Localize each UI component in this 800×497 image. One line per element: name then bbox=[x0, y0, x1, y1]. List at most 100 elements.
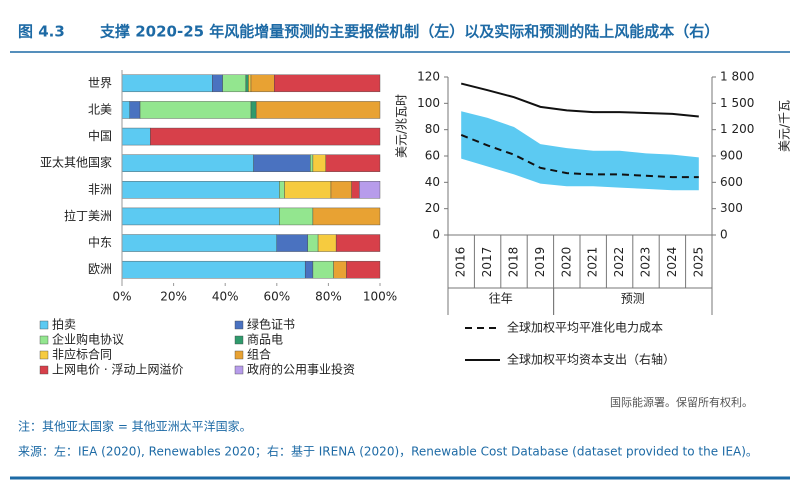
source: 来源：左：IEA (2020), Renewables 2020；右：基于 IR… bbox=[18, 444, 758, 459]
x-tick-label: 20% bbox=[160, 290, 187, 304]
x-tick-label: 2016 bbox=[454, 247, 468, 278]
figure-number: 图 4.3 bbox=[18, 23, 65, 41]
legend-label: 政府的公用事业投资 bbox=[247, 362, 355, 377]
y2-tick-label: 300 bbox=[720, 201, 743, 215]
copyright: 国际能源署。保留所有权利。 bbox=[610, 395, 753, 409]
figure-title: 支撑 2020-25 年风能增量预测的主要报偿机制（左）以及实际和预测的陆上风能… bbox=[99, 23, 719, 41]
bar-segment bbox=[121, 207, 280, 226]
x-tick-label: 2020 bbox=[559, 247, 573, 278]
category-label: 亚太其他国家 bbox=[40, 155, 112, 170]
bar-segment bbox=[312, 260, 334, 279]
bar-segment bbox=[245, 74, 249, 93]
bar-segment bbox=[250, 74, 275, 93]
bar-segment bbox=[222, 74, 247, 93]
y-tick-label: 40 bbox=[425, 175, 440, 189]
y2-tick-label: 600 bbox=[720, 175, 743, 189]
y-tick-label: 0 bbox=[432, 228, 440, 242]
legend-label: 商品电 bbox=[247, 332, 283, 347]
bar-segment bbox=[351, 181, 360, 199]
bar-segment bbox=[274, 74, 381, 93]
bar-segment bbox=[307, 234, 319, 252]
y2-tick-label: 1 800 bbox=[720, 70, 754, 84]
bar-segment bbox=[121, 260, 306, 279]
bar-segment bbox=[255, 101, 381, 119]
legend-swatch bbox=[234, 335, 244, 345]
y2-tick-label: 1 500 bbox=[720, 96, 754, 110]
group-label: 预测 bbox=[621, 292, 645, 306]
y-tick-label: 60 bbox=[425, 149, 440, 163]
bar-segment bbox=[121, 154, 254, 172]
category-label: 中国 bbox=[88, 128, 112, 143]
category-label: 世界 bbox=[88, 76, 112, 90]
y-tick-label: 120 bbox=[417, 70, 440, 84]
legend-label: 全球加权平均资本支出（右轴） bbox=[507, 352, 675, 367]
bar-segment bbox=[284, 181, 332, 199]
y-tick-label: 20 bbox=[425, 201, 440, 215]
range-band bbox=[461, 111, 699, 191]
y2-axis-label: 美元/千瓦 bbox=[778, 100, 792, 152]
legend-label: 组合 bbox=[247, 347, 271, 362]
bar-segment bbox=[312, 207, 381, 226]
bar-segment bbox=[250, 101, 257, 119]
bar-segment bbox=[359, 181, 381, 199]
bar-segment bbox=[310, 154, 314, 172]
legend-swatch bbox=[234, 350, 244, 360]
x-tick-label: 80% bbox=[315, 290, 342, 304]
category-label: 非洲 bbox=[88, 182, 112, 196]
bar-segment bbox=[346, 260, 381, 279]
legend-swatch bbox=[39, 350, 49, 360]
bar-segment bbox=[121, 181, 280, 199]
series-line bbox=[460, 82, 699, 118]
bar-segment bbox=[121, 74, 213, 93]
bar-segment bbox=[312, 154, 327, 172]
bar-segment bbox=[212, 74, 223, 93]
bar-segment bbox=[279, 207, 314, 226]
legend-label: 非应标合同 bbox=[52, 347, 112, 362]
legend-label: 绿色证书 bbox=[247, 317, 295, 332]
x-tick-label: 0% bbox=[112, 290, 131, 304]
y-axis-label: 美元/兆瓦时 bbox=[395, 94, 409, 158]
bar-segment bbox=[335, 234, 381, 252]
legend-swatch bbox=[39, 320, 49, 330]
category-label: 北美 bbox=[88, 102, 112, 116]
y-tick-label: 100 bbox=[417, 96, 440, 110]
bar-segment bbox=[248, 74, 252, 93]
x-tick-label: 60% bbox=[263, 290, 290, 304]
legend-label: 全球加权平均平准化电力成本 bbox=[507, 320, 663, 335]
series-line bbox=[460, 134, 699, 179]
bar-segment bbox=[121, 234, 278, 252]
bar-segment bbox=[150, 127, 381, 146]
category-label: 拉丁美洲 bbox=[64, 208, 112, 223]
legend-label: 上网电价 · 浮动上网溢价 bbox=[52, 363, 183, 377]
legend-label: 企业购电协议 bbox=[52, 332, 124, 347]
y2-tick-label: 0 bbox=[720, 228, 728, 242]
x-tick-label: 2017 bbox=[480, 247, 494, 278]
bar-segment bbox=[253, 154, 311, 172]
legend-swatch bbox=[234, 320, 244, 330]
bar-segment bbox=[276, 234, 308, 252]
category-label: 欧洲 bbox=[88, 262, 112, 276]
y-tick-label: 80 bbox=[425, 122, 440, 136]
group-label: 往年 bbox=[489, 291, 513, 306]
x-tick-label: 2023 bbox=[639, 247, 653, 278]
legend-swatch bbox=[234, 365, 244, 375]
x-tick-label: 2021 bbox=[586, 247, 600, 278]
bar-segment bbox=[279, 181, 285, 199]
bar-segment bbox=[129, 101, 141, 119]
note: 注：其他亚太国家 = 其他亚洲太平洋国家。 bbox=[18, 419, 252, 434]
bar-segment bbox=[121, 101, 130, 119]
y2-tick-label: 900 bbox=[720, 149, 743, 163]
legend-swatch bbox=[39, 365, 49, 375]
legend-swatch bbox=[39, 335, 49, 345]
x-tick-label: 2018 bbox=[507, 247, 521, 278]
category-label: 中东 bbox=[88, 235, 112, 250]
y2-tick-label: 1 200 bbox=[720, 122, 754, 136]
bar-segment bbox=[304, 260, 314, 279]
bar-segment bbox=[325, 154, 381, 172]
bar-segment bbox=[121, 127, 151, 146]
x-tick-label: 2019 bbox=[533, 247, 547, 278]
bar-segment bbox=[333, 260, 347, 279]
x-tick-label: 40% bbox=[212, 290, 239, 304]
x-tick-label: 2022 bbox=[612, 247, 626, 278]
